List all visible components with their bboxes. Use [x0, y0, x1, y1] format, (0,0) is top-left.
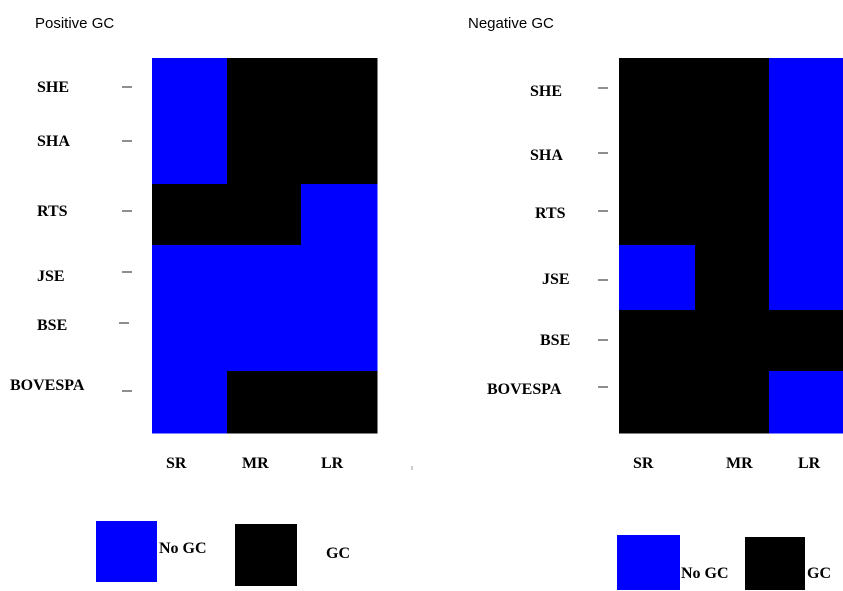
- row-label-bse: BSE: [540, 332, 570, 349]
- heatmap-cell-rts-lr: [769, 183, 843, 246]
- heatmap-cell-she-mr: [695, 58, 770, 121]
- negative-gc-title: Negative GC: [468, 15, 554, 32]
- heatmap-cell-jse-lr: [769, 245, 843, 311]
- col-label-sr: SR: [166, 455, 187, 472]
- positive-gc-row-ticks: [119, 86, 132, 392]
- heatmap-cell-bse-lr: [301, 302, 378, 372]
- negative-gc-row-labels: SHE SHA RTS JSE BSE BOVESPA: [487, 83, 570, 398]
- negative-gc-row-ticks: [598, 87, 608, 388]
- legend-gc-label: GC: [326, 545, 350, 562]
- heatmap-cell-she-sr: [152, 58, 228, 112]
- negative-gc-heatmap: [619, 58, 843, 434]
- heatmap-cell-bse-lr: [769, 310, 843, 372]
- heatmap-cell-rts-mr: [227, 184, 302, 246]
- heatmap-cell-jse-mr: [695, 245, 770, 311]
- heatmap-cell-jse-sr: [619, 245, 696, 311]
- col-label-sr: SR: [633, 455, 654, 472]
- heatmap-cell-sha-mr: [227, 111, 302, 185]
- row-label-she: SHE: [530, 83, 562, 100]
- row-label-bovespa: BOVESPA: [487, 381, 562, 398]
- positive-gc-title: Positive GC: [35, 15, 114, 32]
- col-label-mr: MR: [242, 455, 269, 472]
- negative-gc-legend: No GC GC: [617, 535, 831, 590]
- heatmap-cell-rts-sr: [619, 183, 696, 246]
- row-label-sha: SHA: [37, 133, 70, 150]
- row-label-sha: SHA: [530, 147, 563, 164]
- heatmap-cell-she-sr: [619, 58, 696, 121]
- heatmap-cell-sha-mr: [695, 120, 770, 184]
- legend-no-gc-swatch: [617, 535, 680, 590]
- legend-no-gc-swatch: [96, 521, 157, 582]
- heatmap-cell-sha-lr: [301, 111, 378, 185]
- col-label-lr: LR: [321, 455, 344, 472]
- legend-no-gc-label: No GC: [159, 540, 207, 557]
- heatmap-cell-jse-sr: [152, 245, 228, 303]
- row-label-bovespa: BOVESPA: [10, 377, 85, 394]
- heatmap-cell-jse-mr: [227, 245, 302, 303]
- heatmap-cell-bse-mr: [227, 302, 302, 372]
- heatmap-cell-bovespa-mr: [227, 371, 302, 434]
- negative-gc-column-labels: SR MR LR: [633, 455, 821, 472]
- legend-gc-label: GC: [807, 565, 831, 582]
- heatmap-cell-bovespa-sr: [619, 371, 696, 434]
- heatmap-cell-bovespa-mr: [695, 371, 770, 434]
- row-label-bse: BSE: [37, 317, 67, 334]
- heatmap-cell-jse-lr: [301, 245, 378, 303]
- col-label-mr: MR: [726, 455, 753, 472]
- heatmap-cell-bse-sr: [152, 302, 228, 372]
- heatmap-cell-she-lr: [769, 58, 843, 121]
- heatmap-cell-bovespa-lr: [769, 371, 843, 434]
- positive-gc-legend: No GC GC: [96, 521, 350, 586]
- row-label-rts: RTS: [37, 203, 68, 220]
- positive-gc-row-labels: SHE SHA RTS JSE BSE BOVESPA: [10, 79, 85, 394]
- row-label-she: SHE: [37, 79, 69, 96]
- heatmap-cell-sha-lr: [769, 120, 843, 184]
- col-label-lr: LR: [798, 455, 821, 472]
- positive-gc-column-labels: SR MR LR: [166, 455, 344, 472]
- row-label-rts: RTS: [535, 205, 566, 222]
- heatmap-cell-rts-sr: [152, 184, 228, 246]
- legend-gc-swatch: [745, 537, 805, 590]
- row-label-jse: JSE: [37, 268, 65, 285]
- heatmap-cell-she-mr: [227, 58, 302, 112]
- heatmap-cell-sha-sr: [619, 120, 696, 184]
- legend-gc-swatch: [235, 524, 297, 586]
- heatmap-cell-bse-sr: [619, 310, 696, 372]
- heatmap-cell-sha-sr: [152, 111, 228, 185]
- row-label-jse: JSE: [542, 271, 570, 288]
- heatmap-cell-bovespa-lr: [301, 371, 378, 434]
- heatmap-cell-rts-mr: [695, 183, 770, 246]
- heatmap-cell-bse-mr: [695, 310, 770, 372]
- heatmap-cell-she-lr: [301, 58, 378, 112]
- legend-no-gc-label: No GC: [681, 565, 729, 582]
- positive-gc-heatmap: [152, 58, 378, 434]
- heatmap-cell-bovespa-sr: [152, 371, 228, 434]
- heatmap-cell-rts-lr: [301, 184, 378, 246]
